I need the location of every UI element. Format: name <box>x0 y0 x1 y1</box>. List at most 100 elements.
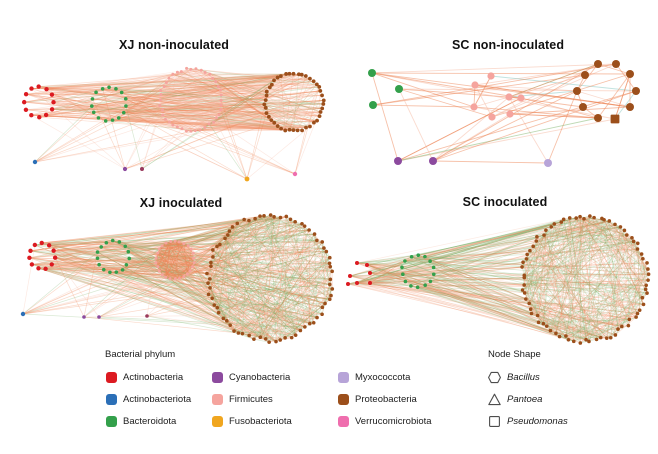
network-edge <box>210 262 323 315</box>
network-edge <box>536 240 637 318</box>
network-edge <box>125 105 266 109</box>
network-edge <box>29 240 113 259</box>
network-edge <box>22 237 226 315</box>
network-node-brown <box>327 297 332 302</box>
network-edge <box>230 317 318 326</box>
network-node-salmon <box>188 269 192 273</box>
network-edge <box>226 320 296 336</box>
network-edge <box>208 294 305 328</box>
network-edge <box>53 250 194 254</box>
network-edge <box>417 286 638 314</box>
network-node-red <box>348 274 352 278</box>
network-edge <box>53 250 305 328</box>
network-edge <box>356 277 525 284</box>
network-node-brown <box>311 79 316 84</box>
network-edge <box>207 220 250 284</box>
network-edge <box>99 264 310 324</box>
network-edge <box>22 270 160 315</box>
network-edge <box>31 84 317 89</box>
network-node-salmon <box>185 272 189 276</box>
network-edge <box>524 242 638 286</box>
network-node-red <box>52 255 58 260</box>
network-edge <box>208 225 305 295</box>
network-edge <box>583 218 630 320</box>
network-edge <box>170 241 323 243</box>
network-edge <box>83 248 192 318</box>
network-node-brown <box>308 321 312 326</box>
panel-xj-non-inoculated <box>21 66 326 182</box>
network-edge <box>123 89 221 113</box>
network-edge <box>545 229 649 270</box>
network-node-salmon <box>154 261 158 265</box>
network-edge <box>430 260 648 270</box>
network-edge <box>555 218 585 334</box>
network-edge <box>55 257 243 334</box>
network-edge <box>165 241 172 278</box>
network-edge <box>536 226 552 238</box>
phylum-label: Myxococcota <box>355 372 411 383</box>
network-node-brown <box>524 257 529 261</box>
network-edge <box>162 73 299 111</box>
network-edge <box>165 242 180 279</box>
network-edge <box>524 248 638 276</box>
network-edge <box>417 218 603 288</box>
network-edge <box>118 117 290 131</box>
network-edge <box>93 69 202 113</box>
network-node-brown <box>588 214 592 218</box>
network-node-green <box>119 90 124 95</box>
network-node-red <box>23 107 29 112</box>
network-node-brown <box>275 124 280 128</box>
network-edge <box>30 250 158 267</box>
shape-item-pantoea: Pantoea <box>488 393 542 406</box>
network-edge <box>349 275 644 305</box>
network-edge <box>521 224 616 268</box>
network-edge <box>603 219 644 305</box>
network-edge <box>29 257 235 332</box>
network-edge <box>55 257 212 267</box>
network-node-brown <box>535 313 540 318</box>
network-edge <box>112 240 211 289</box>
network-edge <box>430 281 630 320</box>
network-edge <box>98 90 321 119</box>
network-edge <box>169 95 267 123</box>
network-edge <box>223 223 303 319</box>
network-edge <box>165 242 176 280</box>
network-edge <box>372 63 617 106</box>
network-node-brown <box>211 248 215 252</box>
network-edge <box>164 86 290 131</box>
network-edge <box>169 223 303 280</box>
network-edge <box>550 319 630 331</box>
network-edge <box>585 220 610 340</box>
network-node-salmon <box>171 123 175 127</box>
network-edge <box>369 226 621 284</box>
network-edge <box>101 216 275 248</box>
network-edge <box>128 251 180 279</box>
network-edge <box>535 240 575 342</box>
network-node-brown <box>278 215 283 220</box>
network-edge <box>49 244 213 251</box>
network-node-brown <box>637 308 642 312</box>
triangle-icon <box>488 393 501 406</box>
network-edge <box>116 271 323 315</box>
network-node-salmon <box>168 277 172 281</box>
network-node-brown <box>263 98 268 103</box>
network-edge <box>212 256 301 331</box>
network-edge <box>46 73 290 90</box>
network-node-brown <box>598 335 603 340</box>
network-edge <box>97 251 330 300</box>
network-edge <box>543 234 597 340</box>
network-edge <box>125 241 323 247</box>
network-edge <box>218 75 282 116</box>
network-edge <box>229 214 271 232</box>
network-edge <box>39 100 324 118</box>
network-edge <box>204 72 303 131</box>
network-edge <box>576 90 631 108</box>
network-edge <box>210 215 265 263</box>
network-node-brown <box>525 252 529 257</box>
network-edge <box>34 90 161 163</box>
network-edge <box>91 105 320 117</box>
network-node-brown <box>635 311 640 316</box>
network-edge <box>523 284 538 316</box>
network-node-brown <box>299 72 304 77</box>
network-edge <box>220 80 314 91</box>
